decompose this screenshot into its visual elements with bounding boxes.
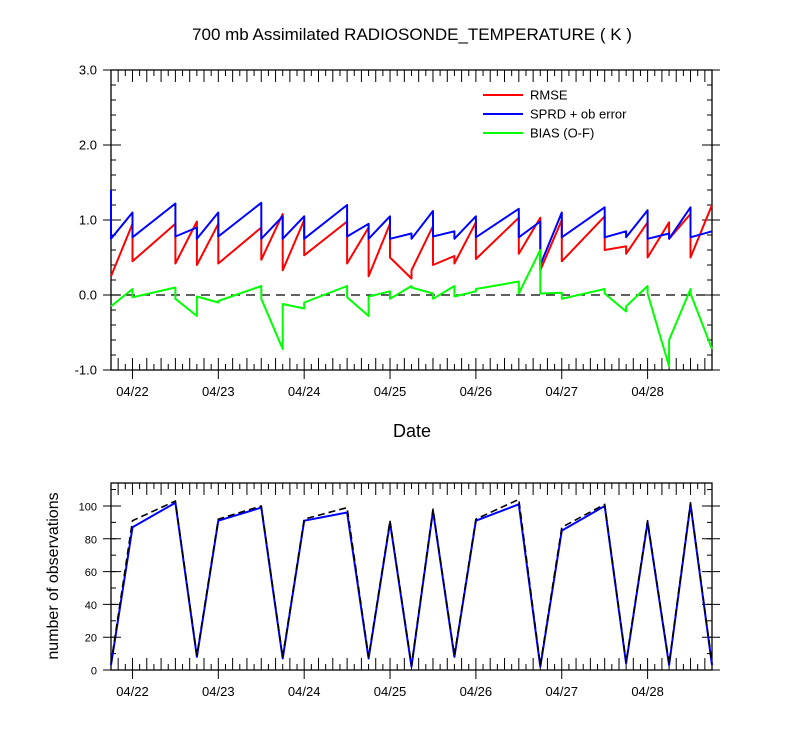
y-tick-label: 0 bbox=[91, 666, 97, 678]
series-line bbox=[110, 190, 713, 266]
x-axis-label: Date bbox=[393, 421, 431, 441]
y-tick-label: 1.0 bbox=[79, 213, 97, 228]
bottom-panel: 04/22 04/23 04/24 04/25 04/26 04/27 04/28 0 20 40… bbox=[79, 482, 720, 699]
x-tick-label: 04/26 bbox=[460, 384, 493, 399]
legend-entry: SPRD + ob error bbox=[530, 107, 627, 122]
x-tick-label: 04/25 bbox=[374, 684, 407, 699]
plot-frame bbox=[110, 482, 713, 671]
chart-title: 700 mb Assimilated RADIOSONDE_TEMPERATUR… bbox=[192, 25, 632, 44]
series-line bbox=[110, 501, 713, 668]
legend-entry: RMSE bbox=[530, 88, 568, 103]
y-tick-label: 80 bbox=[85, 534, 97, 546]
x-tick-label: 04/27 bbox=[545, 384, 578, 399]
legend-entry: BIAS (O-F) bbox=[530, 126, 594, 141]
x-tick-label: 04/26 bbox=[460, 684, 493, 699]
series-line bbox=[110, 249, 713, 368]
x-tick-label: 04/28 bbox=[631, 384, 664, 399]
y-tick-label: 0.0 bbox=[79, 288, 97, 303]
series-line bbox=[110, 498, 713, 666]
y-tick-label: 100 bbox=[79, 501, 97, 513]
y-axis-label: number of observations bbox=[45, 492, 62, 659]
x-tick-label: 04/23 bbox=[202, 684, 235, 699]
x-tick-label: 04/28 bbox=[631, 684, 664, 699]
x-tick-label: 04/25 bbox=[374, 384, 407, 399]
x-tick-label: 04/22 bbox=[116, 684, 149, 699]
y-tick-label: 40 bbox=[85, 600, 97, 612]
x-tick-label: 04/24 bbox=[288, 684, 321, 699]
x-tick-label: 04/27 bbox=[545, 684, 578, 699]
y-tick-label: 3.0 bbox=[79, 63, 97, 78]
series-line bbox=[110, 204, 713, 280]
y-tick-label: 20 bbox=[85, 633, 97, 645]
y-tick-label: 60 bbox=[85, 567, 97, 579]
top-panel: 04/22 04/23 04/24 04/25 04/26 04/27 04/28 -1.0 0… bbox=[75, 63, 720, 399]
x-tick-label: 04/23 bbox=[202, 384, 235, 399]
x-tick-label: 04/22 bbox=[116, 384, 149, 399]
x-tick-label: 04/24 bbox=[288, 384, 321, 399]
y-tick-label: -1.0 bbox=[75, 363, 97, 378]
y-tick-label: 2.0 bbox=[79, 138, 97, 153]
